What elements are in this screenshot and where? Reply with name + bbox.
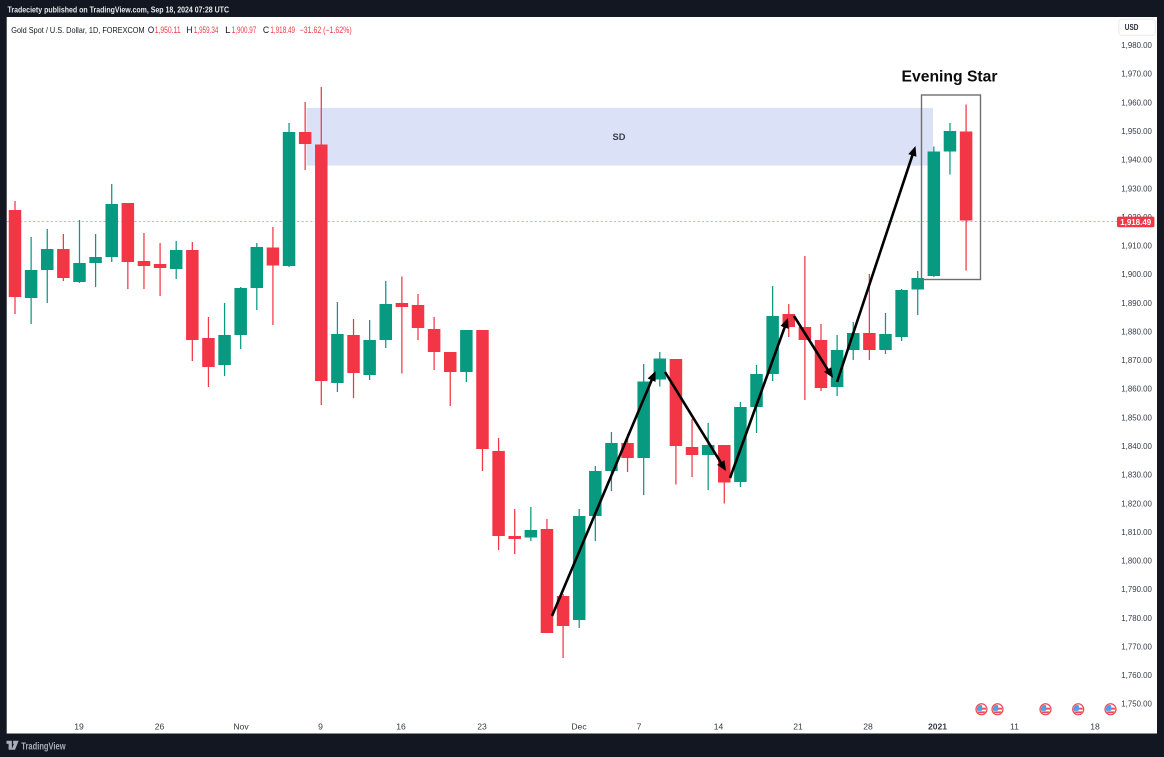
svg-text:1,850.00: 1,850.00 bbox=[1121, 412, 1152, 422]
svg-text:Evening Star: Evening Star bbox=[902, 69, 998, 86]
svg-text:1,770.00: 1,770.00 bbox=[1121, 642, 1152, 652]
svg-text:11: 11 bbox=[1010, 721, 1019, 731]
svg-text:Nov: Nov bbox=[233, 721, 249, 731]
svg-text:L: L bbox=[225, 25, 231, 35]
svg-text:1,918.49: 1,918.49 bbox=[270, 25, 295, 35]
svg-text:28: 28 bbox=[863, 721, 873, 731]
svg-text:19: 19 bbox=[74, 721, 84, 731]
svg-text:Dec: Dec bbox=[571, 721, 587, 731]
svg-text:1,930.00: 1,930.00 bbox=[1121, 183, 1152, 193]
svg-text:USD: USD bbox=[1125, 22, 1139, 32]
svg-text:1,940.00: 1,940.00 bbox=[1121, 155, 1152, 165]
svg-text:C: C bbox=[263, 25, 270, 35]
svg-text:H: H bbox=[186, 25, 192, 35]
svg-text:14: 14 bbox=[714, 721, 724, 731]
svg-text:21: 21 bbox=[793, 721, 803, 731]
svg-text:18: 18 bbox=[1090, 721, 1100, 731]
svg-text:1,950.00: 1,950.00 bbox=[1121, 126, 1152, 136]
svg-text:TradingView: TradingView bbox=[21, 742, 66, 753]
svg-text:1,800.00: 1,800.00 bbox=[1121, 556, 1152, 566]
svg-text:1,820.00: 1,820.00 bbox=[1121, 498, 1152, 508]
svg-text:1,918.49: 1,918.49 bbox=[1120, 217, 1151, 227]
svg-text:1,870.00: 1,870.00 bbox=[1121, 355, 1152, 365]
svg-text:1,900.00: 1,900.00 bbox=[1121, 269, 1152, 279]
svg-text:2021: 2021 bbox=[928, 721, 947, 731]
svg-text:1,760.00: 1,760.00 bbox=[1121, 670, 1152, 680]
svg-text:1,810.00: 1,810.00 bbox=[1121, 527, 1152, 537]
svg-text:23: 23 bbox=[477, 721, 487, 731]
svg-text:26: 26 bbox=[155, 721, 165, 731]
svg-text:O: O bbox=[148, 25, 154, 35]
svg-text:Tradeciety published on Tradin: Tradeciety published on TradingView.com,… bbox=[8, 5, 230, 14]
svg-text:1,840.00: 1,840.00 bbox=[1121, 441, 1152, 451]
svg-text:1,980.00: 1,980.00 bbox=[1121, 40, 1152, 50]
svg-text:1,830.00: 1,830.00 bbox=[1121, 470, 1152, 480]
svg-text:1,910.00: 1,910.00 bbox=[1121, 241, 1152, 251]
svg-text:1,890.00: 1,890.00 bbox=[1121, 298, 1152, 308]
svg-text:1,970.00: 1,970.00 bbox=[1121, 69, 1152, 79]
svg-text:1,959.34: 1,959.34 bbox=[194, 25, 219, 35]
svg-text:1,950.11: 1,950.11 bbox=[155, 25, 181, 35]
svg-text:1,790.00: 1,790.00 bbox=[1121, 584, 1152, 594]
svg-text:7: 7 bbox=[637, 721, 642, 731]
svg-text:1,750.00: 1,750.00 bbox=[1121, 699, 1152, 709]
svg-text:9: 9 bbox=[318, 721, 323, 731]
svg-text:1,960.00: 1,960.00 bbox=[1121, 97, 1152, 107]
svg-text:1,860.00: 1,860.00 bbox=[1121, 384, 1152, 394]
svg-text:Gold Spot / U.S. Dollar, 1D, F: Gold Spot / U.S. Dollar, 1D, FOREXCOM bbox=[11, 25, 144, 35]
svg-text:1,880.00: 1,880.00 bbox=[1121, 327, 1152, 337]
svg-text:1,900.97: 1,900.97 bbox=[232, 25, 257, 35]
svg-text:16: 16 bbox=[396, 721, 406, 731]
svg-text:−31.62 (−1.62%): −31.62 (−1.62%) bbox=[300, 25, 352, 35]
svg-text:SD: SD bbox=[613, 132, 626, 142]
svg-text:1,780.00: 1,780.00 bbox=[1121, 613, 1152, 623]
